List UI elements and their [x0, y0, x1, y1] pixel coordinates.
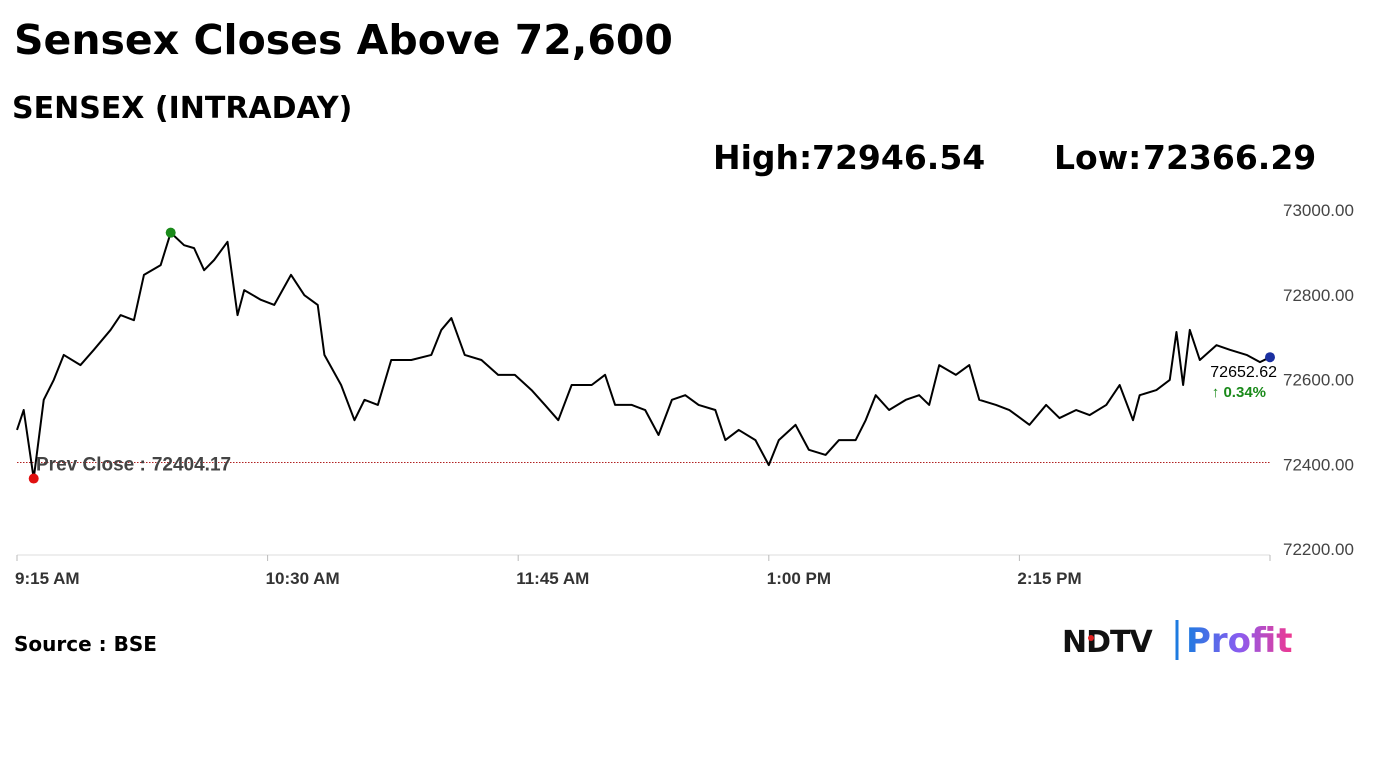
chart-subtitle: SENSEX (INTRADAY) [12, 91, 352, 126]
close-marker [1265, 352, 1275, 363]
prev-close-text: Prev Close : [36, 454, 146, 475]
low-label: Low: [1054, 138, 1141, 177]
source: Source : BSE [14, 632, 157, 656]
prev-close-value: 72404.17 [152, 454, 231, 475]
high-label: High: [713, 138, 812, 177]
high-marker [165, 227, 176, 238]
low-value: 72366.29 [1143, 138, 1316, 177]
x-tick-label: 10:30 AM [266, 569, 340, 588]
low-marker [28, 473, 39, 484]
y-tick-label: 72200.00 [1283, 540, 1354, 559]
change-label: ↑ 0.34% [1212, 384, 1266, 401]
brand-dot [1088, 635, 1094, 641]
brand-ndtv: NDTV [1062, 625, 1153, 660]
brand-profit: Profit [1186, 621, 1293, 661]
close-value: 72652.62 [1210, 364, 1277, 381]
y-tick-label: 72600.00 [1283, 371, 1354, 390]
y-tick-label: 72400.00 [1283, 455, 1354, 474]
x-tick-label: 1:00 PM [767, 569, 831, 588]
x-tick-label: 9:15 AM [15, 569, 80, 588]
chart-title: Sensex Closes Above 72,600 [14, 16, 673, 64]
price-line [16, 231, 1271, 480]
x-tick-label: 11:45 AM [516, 569, 589, 588]
high-value: 72946.54 [812, 138, 985, 177]
prev-close-label: Prev Close : 72404.17 [36, 454, 231, 475]
x-tick-label: 2:15 PM [1017, 569, 1081, 588]
y-tick-label: 72800.00 [1283, 286, 1354, 305]
y-tick-label: 73000.00 [1283, 201, 1354, 220]
